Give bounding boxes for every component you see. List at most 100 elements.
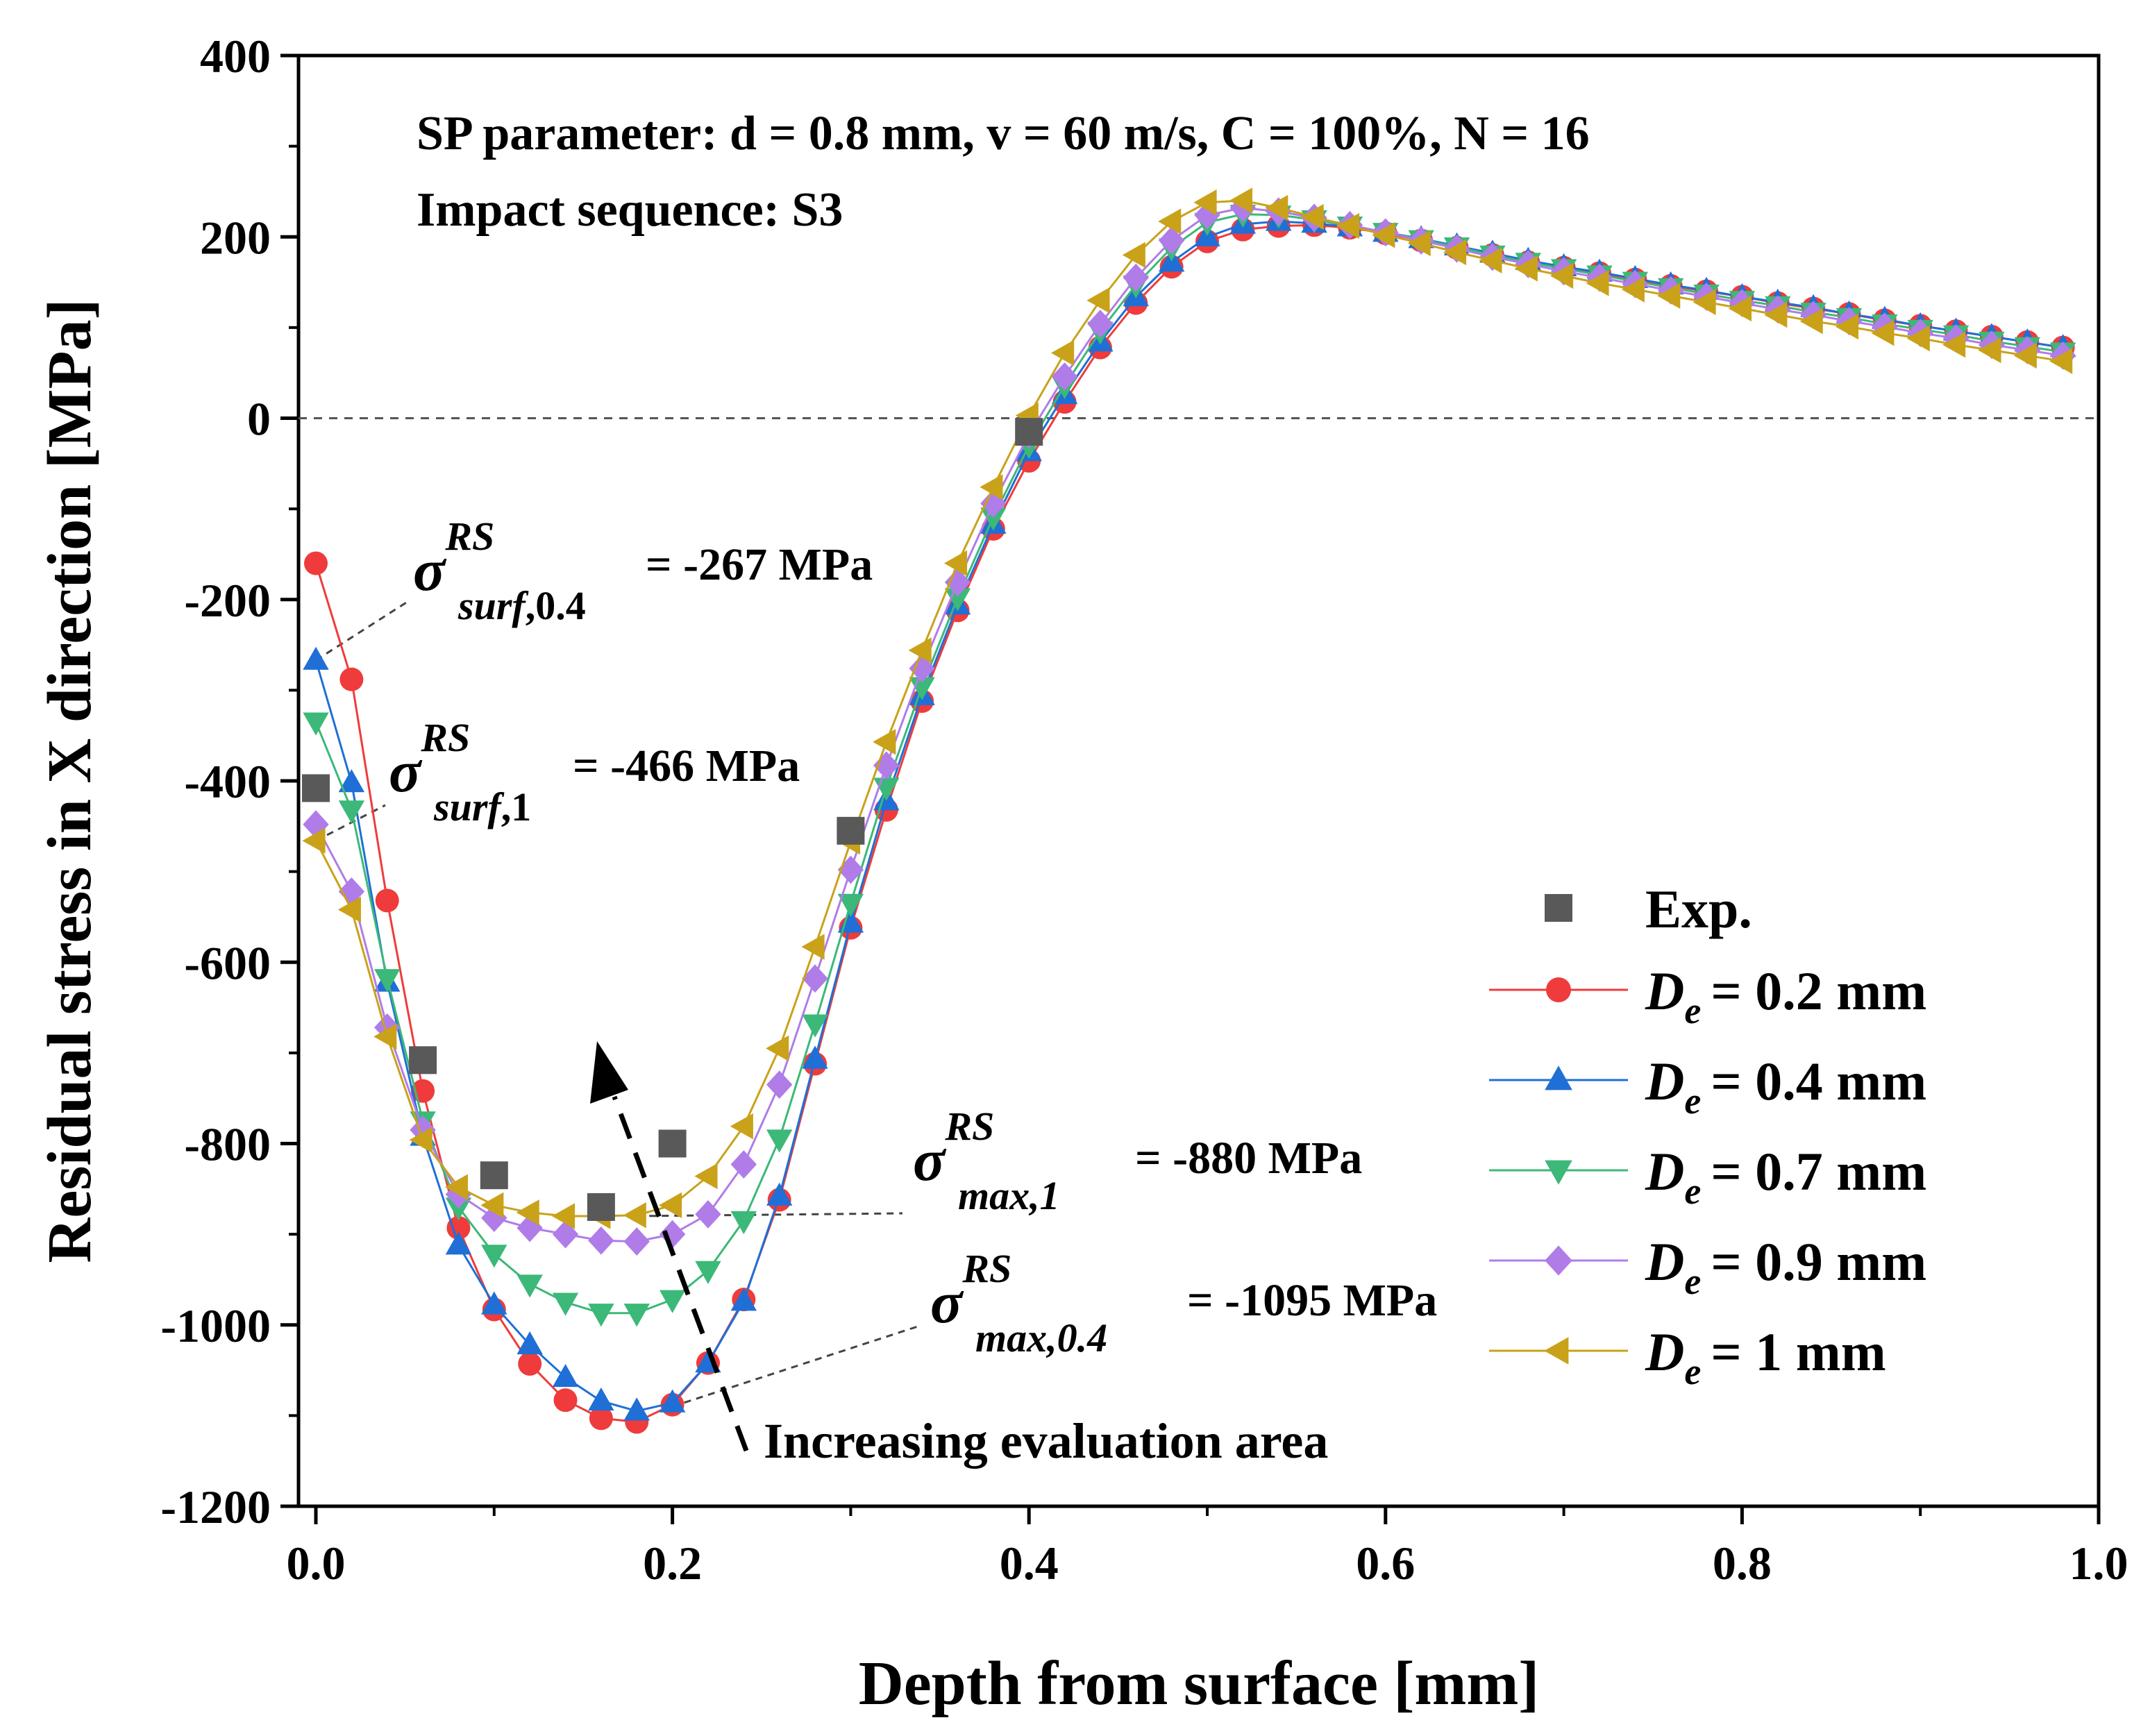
exp-data-point — [480, 1161, 508, 1190]
legend-de-symbol: D — [1645, 1231, 1684, 1292]
x-tick-label: 0.0 — [287, 1537, 346, 1590]
annotation-surf-1: σRS surf,1 = -466 MPa — [389, 715, 800, 829]
data-point — [1123, 263, 1149, 292]
legend-value: = 0.2 mm — [1711, 961, 1926, 1021]
data-point — [516, 1274, 543, 1298]
data-point — [552, 1292, 579, 1316]
legend-label: De = 0.7 mm — [1645, 1141, 1926, 1212]
data-point — [444, 1174, 469, 1200]
data-point — [303, 712, 329, 736]
data-point — [375, 888, 399, 913]
data-point — [1799, 308, 1823, 335]
legend-de-symbol: D — [1645, 1051, 1684, 1111]
exp-data-point — [302, 774, 330, 802]
legend-marker — [1544, 1337, 1569, 1365]
data-point — [766, 1070, 793, 1099]
annotation-surf-0-4-value: = -267 MPa — [646, 539, 873, 590]
data-point — [659, 1389, 686, 1413]
data-point — [1407, 230, 1431, 257]
legend-de-symbol: D — [1645, 1141, 1684, 1202]
data-point — [1122, 242, 1145, 269]
data-point — [1835, 313, 1859, 340]
legend-de-subscript: e — [1684, 1080, 1701, 1122]
legend-label: De = 1 mm — [1645, 1322, 1886, 1392]
axis-ticks: 0.0 0.2 0.4 0.6 0.8 1.0 400 200 0 -200 -400 -600 -80… — [160, 30, 2128, 1590]
data-point — [1158, 226, 1185, 255]
data-point — [588, 1304, 614, 1327]
data-point — [943, 550, 968, 577]
data-point — [337, 896, 361, 923]
data-point — [944, 568, 971, 597]
data-point — [409, 1127, 432, 1153]
y-tick-label: -400 — [184, 755, 271, 808]
data-point — [659, 1290, 686, 1313]
x-tick-label: 1.0 — [2069, 1537, 2128, 1590]
y-tick-label: -200 — [184, 574, 271, 627]
data-point — [445, 1197, 472, 1221]
legend-de-subscript: e — [1684, 990, 1701, 1031]
annotation-max-0-4-value: = -1095 MPa — [1187, 1275, 1437, 1326]
data-point — [1978, 337, 2001, 364]
exp-data-point — [658, 1129, 687, 1158]
data-point — [516, 1331, 543, 1355]
annotation-max-1-label: σRS max,1 — [913, 1104, 1060, 1218]
legend-value: = 0.9 mm — [1711, 1231, 1926, 1292]
annotation-surf-0-4: σRS surf,0.4 = -267 MPa — [413, 514, 873, 628]
x-axis-title: Depth from surface [mm] — [859, 1649, 1540, 1718]
legend-exp-marker — [1545, 894, 1572, 922]
data-point — [1479, 247, 1502, 273]
data-point — [1372, 221, 1395, 248]
data-point — [551, 1203, 576, 1229]
arrow-head-icon — [590, 1041, 628, 1104]
data-point — [1229, 187, 1252, 214]
data-point — [1906, 325, 1930, 352]
legend-de-subscript: e — [1684, 1351, 1701, 1392]
data-point — [1693, 289, 1716, 315]
data-point — [1443, 239, 1467, 266]
data-point — [1086, 287, 1110, 314]
data-point — [1300, 203, 1324, 230]
annotation-max-1: σRS max,1 = -880 MPa — [913, 1104, 1362, 1218]
data-point — [1657, 283, 1681, 309]
data-point — [2049, 348, 2073, 374]
y-tick-label: -1200 — [160, 1481, 271, 1533]
data-point — [1942, 331, 1966, 358]
data-point — [589, 1406, 613, 1431]
data-point — [481, 1204, 507, 1233]
arrow-shaft — [612, 1095, 749, 1452]
annotation-max-1-value: = -880 MPa — [1135, 1133, 1362, 1183]
data-point — [837, 893, 864, 917]
data-point — [1051, 339, 1075, 366]
data-point — [303, 810, 329, 839]
data-point — [373, 1023, 397, 1050]
data-point — [802, 1045, 828, 1069]
data-point — [481, 1245, 507, 1268]
data-point — [980, 474, 1003, 500]
data-point — [766, 1129, 793, 1153]
data-point — [303, 646, 329, 670]
data-point — [944, 588, 971, 612]
data-point — [766, 1182, 793, 1206]
legend-value: = 0.4 mm — [1711, 1051, 1926, 1111]
data-point — [801, 934, 825, 960]
data-series — [302, 187, 2076, 1434]
data-point — [445, 1231, 472, 1255]
legend-marker — [1545, 1245, 1572, 1276]
data-point — [1051, 362, 1078, 391]
legend-de-symbol: D — [1645, 1322, 1684, 1382]
data-point — [516, 1213, 543, 1242]
data-point — [1764, 301, 1788, 328]
x-tick-label: 0.8 — [1713, 1537, 1772, 1590]
data-point — [1193, 189, 1217, 216]
data-point — [908, 637, 932, 664]
x-tick-label: 0.2 — [643, 1537, 702, 1590]
data-point — [730, 1288, 757, 1311]
y-tick-label: -1000 — [160, 1299, 271, 1352]
legend-de-subscript: e — [1684, 1170, 1701, 1212]
legend-exp-label: Exp. — [1645, 879, 1752, 939]
data-point — [623, 1304, 650, 1327]
legend-de-subscript: e — [1684, 1261, 1701, 1302]
data-point — [730, 1211, 757, 1235]
